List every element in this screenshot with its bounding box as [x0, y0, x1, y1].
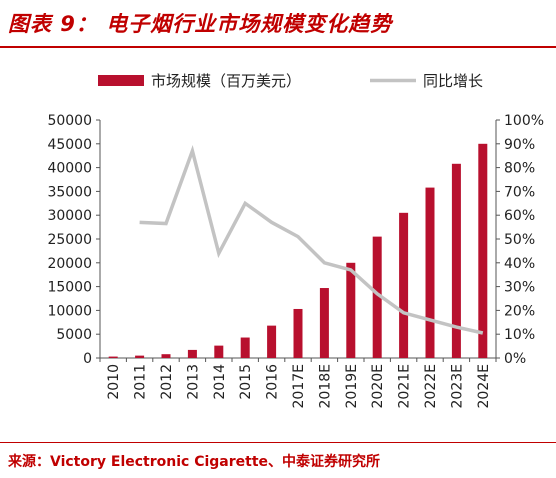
x-tick-label: 2021E	[397, 364, 413, 408]
legend: 市场规模（百万美元） 同比增长	[98, 72, 483, 90]
x-tick-label: 2011	[133, 364, 149, 400]
bar-2016	[267, 325, 277, 358]
source-note: 来源：Victory Electronic Cigarette、中泰证券研究所	[8, 454, 381, 470]
y-left-tick-label: 30000	[47, 208, 92, 224]
source-divider	[0, 442, 556, 443]
bar-2010	[108, 356, 118, 358]
bar-2020E	[372, 236, 382, 358]
y-right-tick-label: 20%	[504, 303, 535, 319]
bar-2012	[161, 354, 171, 358]
y-left-tick-label: 45000	[47, 137, 92, 153]
tick-labels: 0 5000 10000 15000 20000 25000 30000 35000 40000…	[47, 113, 544, 408]
x-tick-label: 2014	[212, 364, 228, 400]
chart: 市场规模（百万美元） 同比增长 0 5000 10000 15000 20000 2500…	[47, 72, 544, 408]
bar-2014	[214, 345, 224, 358]
y-left-tick-label: 0	[83, 351, 92, 367]
bar-2019E	[346, 262, 356, 358]
y-right-tick-label: 100%	[504, 113, 544, 129]
bar-2018E	[319, 288, 329, 358]
y-left-tick-label: 50000	[47, 113, 92, 129]
yoy-growth-line	[139, 145, 484, 335]
bar-2024E	[478, 143, 488, 358]
line-series	[139, 145, 484, 335]
y-left-tick-label: 15000	[47, 280, 92, 296]
y-right-tick-label: 80%	[504, 161, 535, 177]
x-tick-label: 2018E	[317, 364, 333, 408]
bar-2017E	[293, 308, 303, 358]
y-right-tick-label: 30%	[504, 280, 535, 296]
x-tick-label: 2012	[159, 364, 175, 400]
y-right-tick-label: 60%	[504, 208, 535, 224]
y-left-tick-label: 25000	[47, 232, 92, 248]
x-tick-label: 2015	[238, 364, 254, 400]
x-tick-label: 2020E	[370, 364, 386, 408]
x-tick-label: 2024E	[476, 364, 492, 408]
bar-2022E	[425, 187, 435, 358]
y-left-tick-label: 20000	[47, 256, 92, 272]
figure-title: 图表 9： 电子烟行业市场规模变化趋势	[8, 12, 393, 36]
y-right-tick-label: 40%	[504, 256, 535, 272]
y-right-tick-label: 90%	[504, 137, 535, 153]
y-left-tick-label: 10000	[47, 303, 92, 319]
bar-2021E	[399, 212, 409, 358]
title-divider	[0, 46, 556, 48]
y-left-tick-label: 5000	[56, 327, 92, 343]
x-tick-label: 2010	[106, 364, 122, 400]
y-left-tick-label: 35000	[47, 184, 92, 200]
y-right-tick-label: 70%	[504, 184, 535, 200]
legend-label-yoy-growth: 同比增长	[423, 72, 483, 90]
bar-2015	[240, 337, 250, 358]
bar-series	[108, 143, 488, 358]
y-left-tick-label: 40000	[47, 161, 92, 177]
x-tick-label: 2019E	[344, 364, 360, 408]
legend-label-market-size: 市场规模（百万美元）	[151, 72, 301, 90]
bar-2011	[135, 355, 145, 358]
x-tick-label: 2016	[265, 364, 281, 400]
x-tick-label: 2022E	[423, 364, 439, 408]
x-tick-label: 2017E	[291, 364, 307, 408]
y-right-tick-label: 0%	[504, 351, 526, 367]
legend-swatch-market-size	[98, 75, 144, 86]
y-right-tick-label: 50%	[504, 232, 535, 248]
bar-2013	[187, 349, 197, 358]
bar-2023E	[451, 163, 461, 358]
x-tick-label: 2013	[185, 364, 201, 400]
x-tick-label: 2023E	[449, 364, 465, 408]
y-right-tick-label: 10%	[504, 327, 535, 343]
